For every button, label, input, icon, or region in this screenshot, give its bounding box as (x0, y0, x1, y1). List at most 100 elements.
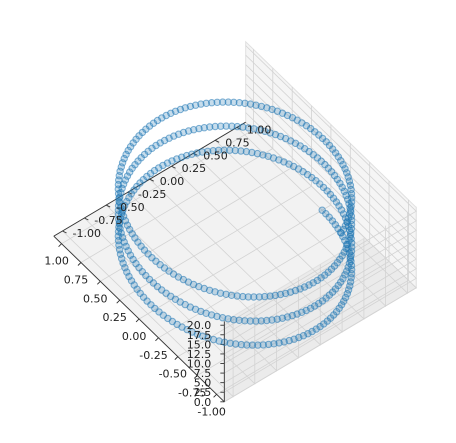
x-tick (116, 299, 121, 304)
data-point (263, 316, 271, 325)
data-point (244, 124, 253, 132)
data-point (250, 125, 258, 133)
data-point (259, 151, 267, 159)
y-tick (105, 204, 111, 208)
data-point (126, 143, 135, 151)
x-tick (77, 262, 82, 266)
data-point (232, 340, 240, 348)
data-point (120, 154, 128, 163)
data-point (190, 126, 198, 134)
data-point (231, 146, 240, 155)
data-point (191, 101, 200, 109)
data-point (204, 334, 212, 342)
data-point (239, 123, 247, 131)
x-axis-line (53, 235, 225, 403)
data-point (242, 147, 251, 156)
data-point (339, 161, 347, 169)
data-point (253, 149, 262, 158)
x-tick (193, 375, 198, 379)
data-point (214, 146, 223, 155)
data-point (266, 292, 274, 300)
data-point (340, 187, 348, 196)
x-tick-label: 0.50 (83, 292, 108, 305)
data-point (127, 190, 136, 198)
data-point (339, 274, 347, 283)
data-point (217, 122, 225, 130)
data-point (195, 124, 203, 133)
x-tick (155, 337, 159, 342)
data-point (340, 248, 348, 256)
data-point (220, 146, 228, 154)
data-point (257, 102, 266, 111)
data-point (343, 169, 351, 177)
data-point (311, 302, 319, 310)
data-point (317, 274, 325, 282)
y-tick (62, 230, 67, 234)
data-point (235, 99, 244, 107)
x-tick-label: -0.25 (139, 349, 167, 362)
data-point (124, 146, 132, 155)
z-tick-label: 17.5 (187, 329, 212, 342)
data-point (316, 322, 324, 331)
grid-lines (61, 45, 417, 403)
data-point (228, 122, 236, 130)
data-point (343, 290, 351, 298)
data-point (266, 129, 274, 137)
gridline-z (224, 45, 417, 326)
gridline-z (224, 121, 417, 403)
data-point (345, 237, 353, 245)
x-tick (174, 356, 179, 360)
data-point (123, 197, 131, 206)
data-point (312, 325, 320, 333)
data-point (334, 153, 342, 161)
data-point (233, 122, 242, 131)
data-point (263, 104, 271, 112)
y-tick (171, 165, 176, 169)
data-point (338, 183, 346, 192)
data-point (239, 292, 247, 301)
data-point (264, 340, 273, 349)
data-point (264, 152, 272, 161)
y-tick-label: -0.50 (116, 201, 144, 214)
data-points (114, 98, 356, 349)
z-tick-label: 12.5 (187, 348, 212, 361)
data-point (230, 98, 238, 107)
data-point (209, 147, 217, 155)
data-point (218, 314, 227, 322)
data-point (224, 315, 232, 323)
data-point (122, 150, 130, 159)
data-point (344, 214, 353, 222)
data-point (315, 299, 323, 308)
data-point (119, 180, 128, 188)
data-point (227, 291, 236, 299)
data-point (337, 229, 345, 237)
data-point (118, 159, 127, 167)
data-point (341, 293, 350, 302)
gridline-z (224, 102, 417, 384)
data-point (343, 240, 352, 249)
data-point (335, 202, 343, 210)
y-tick-label: 0.50 (203, 149, 228, 162)
data-point (230, 316, 238, 324)
y-tick-label: -1.00 (73, 227, 101, 240)
data-point (125, 193, 133, 202)
x-tick (135, 318, 140, 323)
z-tick-label: 10.0 (187, 358, 212, 371)
data-point (224, 98, 233, 106)
data-point (237, 147, 245, 155)
data-point (339, 225, 348, 234)
data-point (205, 286, 214, 294)
data-point (117, 163, 126, 171)
data-point (200, 124, 209, 132)
data-point (255, 126, 264, 134)
z-tick-label: 0.0 (194, 396, 212, 409)
data-point (246, 100, 255, 108)
data-point (202, 99, 211, 108)
y-tick-label: 0.75 (225, 136, 250, 149)
gridline-z (224, 54, 417, 336)
data-point (255, 293, 263, 301)
y-tick-label: -0.75 (94, 214, 122, 227)
x-tick-label: 1.00 (44, 255, 69, 268)
y-tick-label: 0.25 (182, 162, 207, 175)
